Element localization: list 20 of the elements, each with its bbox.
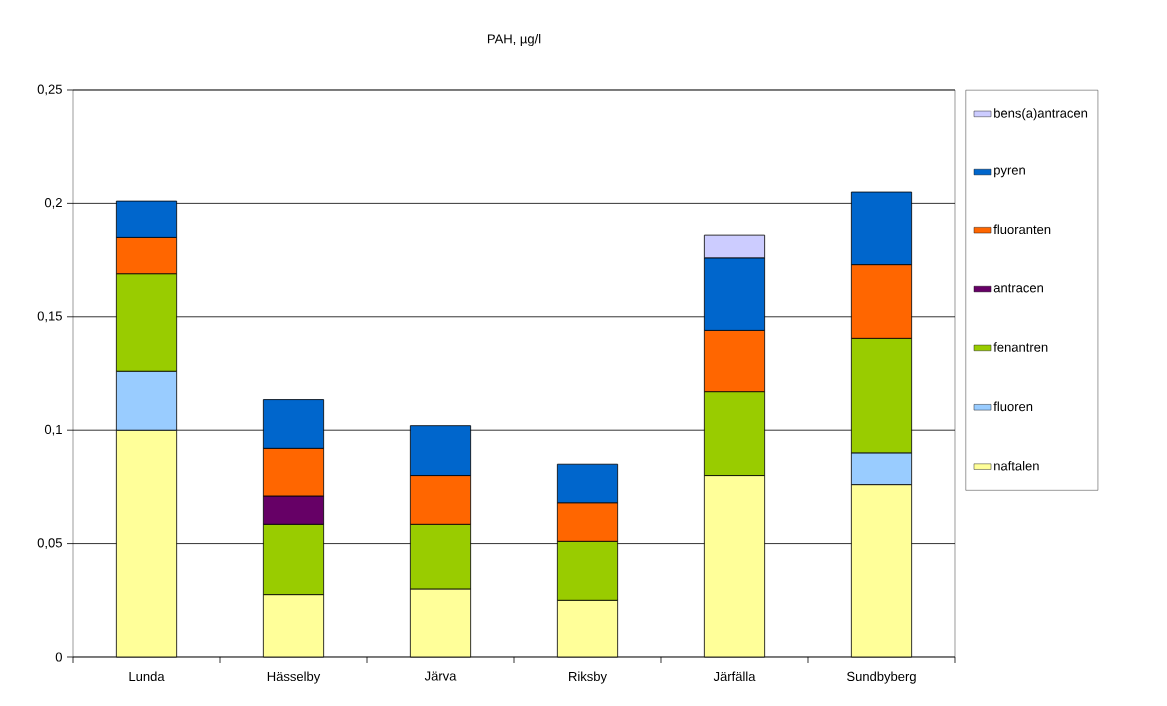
legend-label: fluoranten — [993, 224, 1051, 235]
legend-label: pyren — [994, 167, 1025, 178]
chart-title: PAH, µg/l — [487, 33, 541, 47]
y-tick-label: 0,2 — [44, 198, 62, 209]
y-tick-label: 0,1 — [44, 424, 62, 436]
x-tick-label: Lunda — [129, 671, 165, 682]
legend-label: naftalen — [994, 460, 1039, 471]
x-tick-label: Järfälla — [713, 671, 756, 682]
legend-label: antracen — [993, 283, 1043, 293]
legend-label: fenantren — [993, 342, 1048, 352]
x-tick-label: Järva — [424, 671, 457, 681]
y-tick-label: 0,15 — [37, 311, 62, 323]
y-tick-label: 0,05 — [37, 538, 62, 549]
x-tick-label: Riksby — [569, 671, 607, 684]
x-tick-label: Sundbyberg — [847, 671, 916, 684]
legend-label: fluoren — [993, 401, 1033, 412]
legend-label: bens(a)antracen — [994, 108, 1088, 121]
x-tick-label: Hässelby — [267, 671, 321, 684]
y-tick-label: 0 — [55, 652, 62, 662]
y-tick-label: 0,25 — [37, 84, 62, 96]
